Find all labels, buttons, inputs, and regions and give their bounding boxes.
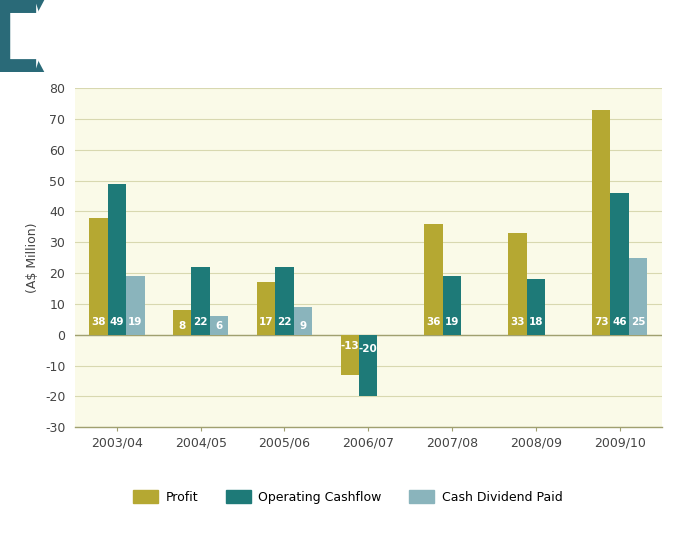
Text: 8: 8 bbox=[179, 321, 186, 331]
Bar bbox=[424, 224, 443, 335]
Text: 22: 22 bbox=[194, 317, 208, 327]
Text: 9: 9 bbox=[299, 320, 306, 331]
Text: Operating Profit and Cashflow: Operating Profit and Cashflow bbox=[58, 27, 364, 45]
Y-axis label: (A$ Million): (A$ Million) bbox=[27, 222, 40, 293]
Bar bbox=[192, 267, 210, 335]
Bar bbox=[89, 217, 108, 335]
Text: -13: -13 bbox=[340, 341, 359, 351]
Bar bbox=[508, 233, 527, 335]
Text: 19: 19 bbox=[445, 317, 459, 327]
Bar bbox=[629, 258, 647, 335]
Bar bbox=[340, 335, 359, 375]
Bar bbox=[173, 310, 192, 335]
Bar bbox=[108, 184, 126, 335]
Text: 22: 22 bbox=[278, 317, 292, 327]
Text: 73: 73 bbox=[594, 317, 608, 327]
Text: 36: 36 bbox=[426, 317, 441, 327]
Text: 25: 25 bbox=[631, 317, 645, 327]
Polygon shape bbox=[0, 0, 44, 72]
Text: 17: 17 bbox=[258, 317, 273, 327]
Bar bbox=[257, 282, 276, 335]
Bar bbox=[527, 279, 545, 335]
Text: 18: 18 bbox=[529, 317, 543, 327]
Text: 6: 6 bbox=[216, 321, 223, 331]
Text: 38: 38 bbox=[91, 317, 106, 327]
Text: 19: 19 bbox=[128, 317, 143, 327]
Bar bbox=[359, 335, 378, 396]
Bar bbox=[610, 193, 629, 335]
Bar bbox=[294, 307, 312, 335]
Bar bbox=[210, 316, 228, 335]
Bar bbox=[126, 276, 145, 335]
Text: 33: 33 bbox=[510, 317, 524, 327]
Text: -20: -20 bbox=[359, 344, 378, 354]
Text: 46: 46 bbox=[612, 317, 627, 327]
Bar bbox=[592, 109, 610, 335]
Bar bbox=[443, 276, 461, 335]
Polygon shape bbox=[10, 4, 46, 68]
Legend: Profit, Operating Cashflow, Cash Dividend Paid: Profit, Operating Cashflow, Cash Dividen… bbox=[128, 485, 567, 508]
Bar bbox=[276, 267, 294, 335]
Text: 49: 49 bbox=[110, 317, 124, 327]
